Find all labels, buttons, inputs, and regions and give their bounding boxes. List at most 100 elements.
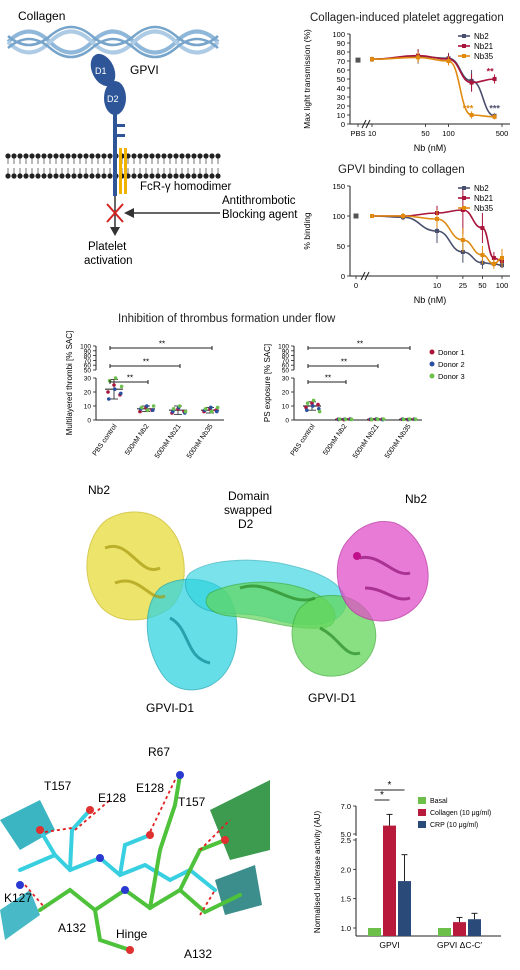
donor-point (119, 391, 123, 396)
donor-point (369, 417, 374, 422)
data-point (491, 262, 496, 266)
y-tick-label: 50 (84, 368, 92, 375)
y-tick-label: 40 (337, 84, 345, 93)
significance-label: ** (127, 374, 133, 383)
significance-label: * (388, 780, 392, 791)
donor-point (305, 408, 309, 412)
y-tick-label: 100 (278, 344, 289, 351)
donor-point (317, 407, 321, 411)
crystal-structure: Nb2 Nb2 Domain swapped D2 GPVI-D1 GPVI-D… (60, 478, 470, 728)
y-tick-label: 30 (84, 376, 92, 383)
donor-point (139, 405, 144, 410)
donor-point (209, 405, 213, 410)
donor-point (343, 417, 348, 422)
label-e128-right: E128 (136, 781, 164, 795)
label-a132-left: A132 (58, 921, 86, 935)
donor-point (113, 387, 117, 391)
data-point (492, 114, 497, 119)
ps-exposure-chart: 0 10 20 30 50 60 70 80 90 100 PS exposure [% SAC] P… (262, 328, 480, 470)
membrane (5, 153, 221, 179)
x-tick-label: 500 (496, 129, 509, 138)
donor-point (177, 404, 182, 408)
significance-label: ** (159, 340, 165, 349)
data-point (480, 253, 485, 257)
data-point (435, 229, 439, 233)
donor-point (310, 401, 314, 405)
x-axis-label: Nb (nM) (414, 295, 447, 305)
data-point (416, 55, 421, 60)
legend-label: Nb35 (474, 204, 494, 213)
bar (468, 919, 481, 936)
donor-point (138, 409, 142, 414)
data-point (480, 226, 485, 230)
data-point (435, 217, 439, 221)
category-label: PBS control (290, 423, 317, 458)
legend-swatch (429, 349, 435, 355)
y-tick-label: 70 (337, 57, 345, 66)
series-line (371, 56, 495, 118)
significance-label: *** (489, 103, 500, 113)
donor-point (183, 409, 188, 414)
y-tick-label: 90 (84, 348, 92, 355)
y-tick-label: 80 (84, 353, 92, 360)
donor-point (209, 409, 214, 414)
gpvi-d1-right-label: GPVI-D1 (308, 691, 356, 705)
x-axis-label: Nb (nM) (414, 143, 447, 153)
bar (383, 825, 396, 936)
donor-point (151, 404, 156, 408)
donor-point (171, 409, 175, 414)
y-tick-label: 80 (337, 48, 345, 57)
donor-point (311, 404, 315, 408)
legend-label: Nb35 (474, 52, 494, 61)
gpvi-d1-domain (90, 53, 116, 87)
hinge-detail: R67 T157 E128 E128 T157 K127 A132 Hinge … (0, 740, 270, 965)
significance-label: ** (341, 358, 347, 367)
thrombus-title: Inhibition of thrombus formation under f… (118, 313, 336, 325)
category-label: 500nM Nb21 (154, 423, 183, 460)
x-tick-label: 0 (354, 281, 358, 290)
d1-label: D1 (95, 66, 107, 76)
significance-label: ** (325, 374, 331, 383)
legend-swatch (429, 373, 435, 379)
legend-label: Donor 1 (438, 348, 465, 357)
y-axis-label: % binding (302, 212, 312, 250)
domain-swapped-label-2: swapped (224, 503, 272, 517)
legend-swatch (429, 361, 435, 367)
y-tick-label: 7.0 (341, 802, 351, 811)
category-label: 500nM Nb35 (186, 423, 215, 460)
y-tick-label: 2.5 (341, 836, 351, 845)
y-tick-label: 50 (337, 75, 345, 84)
x-tick-label: 50 (478, 281, 486, 290)
x-tick-label: PBS (350, 129, 365, 138)
aggregation-title: Collagen-induced platelet aggregation (310, 12, 504, 24)
blocking-label-2: Blocking agent (222, 209, 298, 221)
bar (438, 928, 451, 936)
x-tick-label: 100 (496, 281, 509, 290)
legend-label: CRP (10 μg/ml) (430, 822, 478, 829)
y-tick-label: 90 (282, 348, 290, 355)
donor-point (381, 417, 386, 421)
data-point (469, 80, 474, 85)
significance-label: *** (463, 103, 474, 113)
x-tick-label: 10 (433, 281, 441, 290)
y-tick-label: 100 (332, 212, 345, 221)
y-tick-label: 20 (337, 102, 345, 111)
y-tick-label: 150 (332, 182, 345, 191)
reference-point (353, 213, 359, 219)
significance-label: ** (143, 358, 149, 367)
category-label: GPVI ΔC-C′ (437, 940, 482, 950)
y-tick-label: 70 (84, 358, 92, 365)
donor-point (413, 417, 418, 422)
label-r67: R67 (148, 745, 170, 759)
gpvi-schematic: Collagen D1 D2 GPVI FcR-γ homodimer Anti… (0, 0, 300, 295)
label-hinge: Hinge (116, 927, 148, 941)
y-tick-label: 20 (282, 390, 290, 397)
donor-point (203, 407, 208, 411)
label-t157-left: T157 (44, 779, 72, 793)
fcr-gamma-chain-1 (119, 148, 122, 194)
y-axis-label: PS exposure [% SAC] (263, 344, 272, 422)
y-tick-label: 0 (285, 418, 289, 425)
label-a132-right: A132 (184, 947, 212, 961)
y-tick-label: 10 (84, 404, 92, 411)
y-tick-label: 100 (332, 30, 345, 39)
